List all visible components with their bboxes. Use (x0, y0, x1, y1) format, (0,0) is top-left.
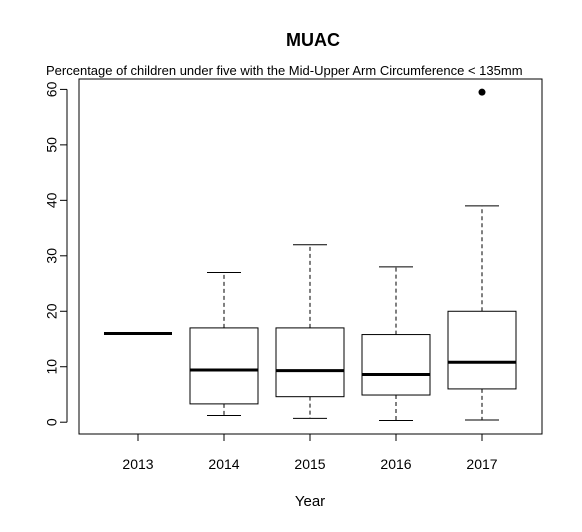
iqr-box-2014 (190, 328, 258, 404)
chart-subtitle: Percentage of children under five with t… (46, 63, 523, 78)
y-tick-label-40: 40 (44, 192, 60, 208)
y-tick-label-20: 20 (44, 303, 60, 319)
x-tick-label-2016: 2016 (380, 456, 411, 472)
x-axis-title: Year (295, 493, 325, 510)
x-tick-label-2015: 2015 (294, 456, 325, 472)
x-tick-label-2014: 2014 (208, 456, 239, 472)
iqr-box-2017 (448, 311, 516, 389)
iqr-box-2016 (362, 335, 430, 395)
y-tick-label-10: 10 (44, 359, 60, 375)
x-axis: 2013 2014 2015 2016 2017 (122, 434, 497, 472)
boxes-layer (104, 89, 516, 421)
x-tick-label-2017: 2017 (466, 456, 497, 472)
iqr-box-2015 (276, 328, 344, 397)
box-2017 (448, 89, 516, 420)
box-2016 (362, 267, 430, 421)
box-2015 (276, 245, 344, 419)
box-2014 (190, 272, 258, 415)
y-tick-label-60: 60 (44, 81, 60, 97)
chart-title: MUAC (286, 30, 340, 50)
outlier-point-2017-0 (479, 89, 486, 96)
y-tick-label-30: 30 (44, 248, 60, 264)
x-tick-label-2013: 2013 (122, 456, 153, 472)
y-tick-label-50: 50 (44, 137, 60, 153)
y-tick-label-0: 0 (44, 418, 60, 426)
y-axis: 0 10 20 30 40 50 60 (44, 81, 67, 426)
